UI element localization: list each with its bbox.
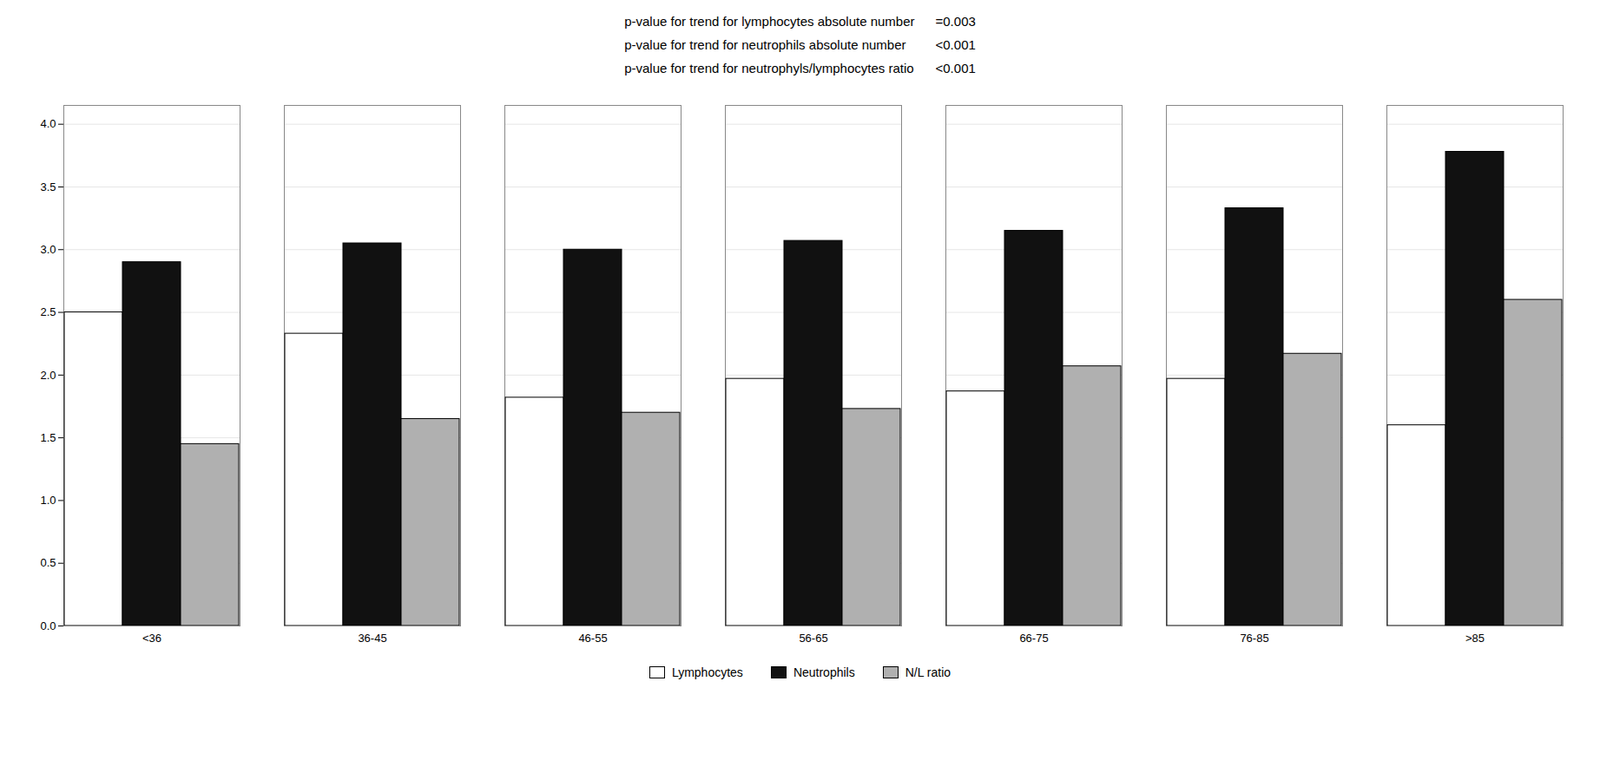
svg-text:46-55: 46-55 — [578, 632, 607, 646]
svg-text:2.0: 2.0 — [39, 368, 56, 382]
html-text:N/L ratio: N/L ratio — [905, 665, 951, 680]
html-text:<0.001: <0.001 — [935, 37, 976, 53]
svg-text:36-45: 36-45 — [357, 632, 387, 646]
svg-text:2.5: 2.5 — [39, 305, 56, 319]
svg-text:76-85: 76-85 — [1239, 632, 1269, 646]
svg-text:<36: <36 — [141, 632, 161, 646]
svg-text:3.0: 3.0 — [39, 243, 56, 257]
html-text:Lymphocytes: Lymphocytes — [671, 665, 744, 680]
html-text:Neutrophils: Neutrophils — [793, 665, 855, 680]
html-text:<0.001: <0.001 — [935, 60, 976, 76]
svg-text:1.0: 1.0 — [39, 493, 56, 507]
svg-text:0.0: 0.0 — [39, 619, 56, 633]
html-text:p-value for trend for neutroph: p-value for trend for neutrophils absolu… — [624, 37, 906, 53]
svg-text:1.5: 1.5 — [39, 431, 56, 445]
html-text:p-value for trend for lymphocy: p-value for trend for lymphocytes absolu… — [624, 13, 915, 29]
html-text:=0.003: =0.003 — [935, 13, 976, 29]
svg-text:>85: >85 — [1464, 632, 1484, 646]
html-text:p-value for trend for neutroph: p-value for trend for neutrophyls/lympho… — [624, 60, 914, 76]
svg-text:66-75: 66-75 — [1019, 632, 1048, 646]
svg-text:4.0: 4.0 — [39, 117, 56, 131]
svg-text:0.5: 0.5 — [39, 556, 56, 570]
svg-text:3.5: 3.5 — [39, 180, 56, 194]
svg-text:56-65: 56-65 — [798, 632, 828, 646]
